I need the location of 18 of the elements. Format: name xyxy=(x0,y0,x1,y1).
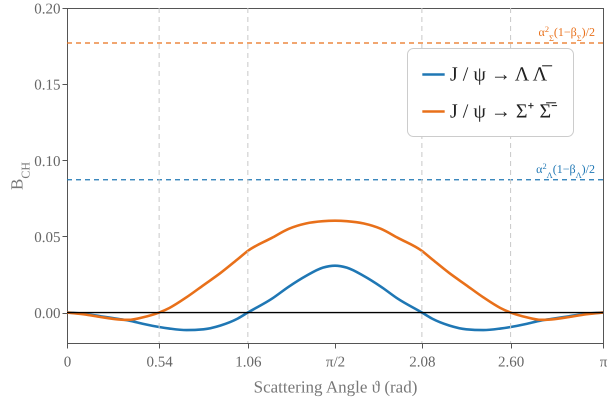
x-tick-label: 2.08 xyxy=(409,354,436,370)
x-tick-label: π xyxy=(600,354,608,370)
x-axis-title: Scattering Angle ϑ (rad) xyxy=(254,378,418,396)
ref-line-label: α$^{2}$$_{Λ}$(1−β$_{Λ}$)/2 xyxy=(536,161,595,180)
y-tick-label: 0.00 xyxy=(34,306,60,322)
legend-label: J / ψ → Λ Λ̅ xyxy=(450,64,554,86)
x-tick-label: 1.06 xyxy=(235,354,262,370)
text: 2.60 xyxy=(498,354,524,370)
y-tick-label: 0.05 xyxy=(34,230,60,246)
legend-label: J / ψ → Σ⁺ Σ̅⁻ xyxy=(450,100,558,122)
x-tick-label: 0 xyxy=(64,354,72,370)
line-series xyxy=(67,219,603,322)
y-tick-label: 0.10 xyxy=(34,154,60,170)
x-tick-label: π/2 xyxy=(326,354,346,370)
ref-line-label: α$^{2}$$_{Σ}$(1−β$_{Σ}$)/2 xyxy=(538,24,595,43)
y-tick-label: 0.15 xyxy=(34,78,60,94)
y-tick-label: 0.20 xyxy=(34,2,60,18)
x-tick-label: 0.54 xyxy=(146,354,174,370)
